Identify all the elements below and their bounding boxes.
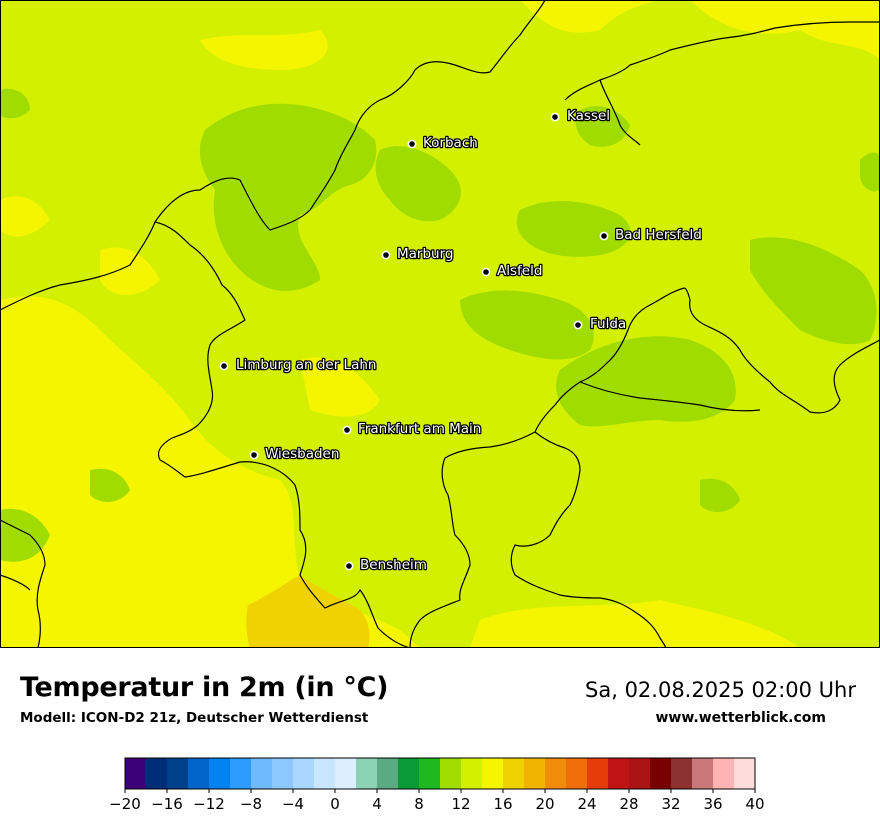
colorbar-tick-label: 32 bbox=[661, 795, 680, 813]
colorbar-swatch bbox=[335, 758, 357, 789]
city-marker-bensheim[interactable]: Bensheim bbox=[344, 556, 428, 574]
colorbar-swatch bbox=[671, 758, 693, 789]
temperature-colorbar: −20 −16 −12 −8 −4 0 4 8 12 16 20 24 28 32 36 40 bbox=[109, 757, 765, 813]
colorbar-swatch bbox=[419, 758, 441, 789]
temp-field-18-20 bbox=[246, 575, 370, 648]
colorbar-swatch bbox=[629, 758, 651, 789]
colorbar-swatch bbox=[230, 758, 252, 789]
city-label: Kassel bbox=[567, 108, 610, 124]
colorbar-tick-label: 24 bbox=[577, 795, 596, 813]
colorbar-swatch bbox=[209, 758, 231, 789]
colorbar-tick-label: 28 bbox=[619, 795, 638, 813]
city-label: Wiesbaden bbox=[265, 446, 339, 462]
temp-field-16-18 bbox=[0, 0, 880, 648]
valid-datetime: Sa, 02.08.2025 02:00 Uhr bbox=[585, 678, 856, 702]
colorbar-swatch bbox=[293, 758, 315, 789]
colorbar-swatch bbox=[692, 758, 714, 789]
colorbar-tick-label: −4 bbox=[282, 795, 304, 813]
colorbar-frame bbox=[124, 757, 756, 790]
colorbar-swatch bbox=[608, 758, 630, 789]
colorbar-swatch bbox=[125, 758, 147, 789]
colorbar-swatch bbox=[272, 758, 294, 789]
city-label: Fulda bbox=[590, 316, 626, 332]
colorbar-swatch bbox=[503, 758, 525, 789]
colorbar-tick-label: 4 bbox=[372, 795, 382, 813]
colorbar-swatch bbox=[377, 758, 399, 789]
colorbar-swatch bbox=[440, 758, 462, 789]
colorbar-swatch bbox=[545, 758, 567, 789]
city-label: Marburg bbox=[397, 246, 453, 262]
city-label: Bad Hersfeld bbox=[615, 227, 702, 243]
city-marker-frankfurt[interactable]: Frankfurt am Main bbox=[342, 420, 483, 438]
temperature-map[interactable]: Kassel Korbach Bad Hersfeld Marburg Alsf… bbox=[0, 0, 880, 648]
colorbar-tick-label: 0 bbox=[330, 795, 340, 813]
colorbar-swatch bbox=[650, 758, 672, 789]
city-marker-fulda[interactable]: Fulda bbox=[573, 315, 627, 333]
website-link[interactable]: www.wetterblick.com bbox=[655, 710, 827, 726]
colorbar-tick-label: −12 bbox=[193, 795, 225, 813]
map-title: Temperatur in 2m (in °C) bbox=[20, 672, 389, 703]
colorbar-swatch bbox=[524, 758, 546, 789]
colorbar-swatch bbox=[188, 758, 210, 789]
colorbar-tick-label: 20 bbox=[535, 795, 554, 813]
colorbar-tick-label: −8 bbox=[240, 795, 262, 813]
city-label: Bensheim bbox=[360, 557, 427, 573]
city-markers: Kassel Korbach Bad Hersfeld Marburg Alsf… bbox=[219, 107, 703, 574]
city-marker-alsfeld[interactable]: Alsfeld bbox=[481, 262, 544, 280]
city-marker-kassel[interactable]: Kassel bbox=[550, 107, 611, 125]
colorbar-swatch bbox=[734, 758, 756, 789]
colorbar-swatch bbox=[398, 758, 420, 789]
colorbar-swatch bbox=[482, 758, 504, 789]
city-marker-limburg[interactable]: Limburg an der Lahn bbox=[219, 356, 378, 374]
map-canvas: Kassel Korbach Bad Hersfeld Marburg Alsf… bbox=[0, 0, 880, 648]
colorbar-tick-label: 12 bbox=[451, 795, 470, 813]
colorbar-tick-label: 36 bbox=[703, 795, 722, 813]
colorbar-swatch bbox=[314, 758, 336, 789]
colorbar-tick-label: 8 bbox=[414, 795, 424, 813]
city-label: Frankfurt am Main bbox=[358, 421, 481, 437]
colorbar-tick-label: 40 bbox=[745, 795, 764, 813]
colorbar-swatch bbox=[251, 758, 273, 789]
border-lines bbox=[0, 0, 880, 648]
colorbar-swatch bbox=[587, 758, 609, 789]
city-marker-wiesbaden[interactable]: Wiesbaden bbox=[249, 445, 341, 463]
colorbar-tick-label: −20 bbox=[109, 795, 141, 813]
colorbar-tick-label: −16 bbox=[151, 795, 183, 813]
colorbar-swatch bbox=[713, 758, 735, 789]
colorbar-tick-label: 16 bbox=[493, 795, 512, 813]
model-info: Modell: ICON-D2 21z, Deutscher Wetterdie… bbox=[20, 710, 369, 726]
city-label: Korbach bbox=[423, 135, 478, 151]
legend-footer: Temperatur in 2m (in °C) Modell: ICON-D2… bbox=[0, 648, 880, 830]
colorbar-swatch bbox=[356, 758, 378, 789]
colorbar-swatch bbox=[167, 758, 189, 789]
colorbar-swatch bbox=[566, 758, 588, 789]
city-label: Limburg an der Lahn bbox=[236, 357, 376, 373]
city-label: Alsfeld bbox=[497, 263, 542, 279]
city-marker-korbach[interactable]: Korbach bbox=[407, 134, 479, 152]
colorbar-swatch bbox=[461, 758, 483, 789]
colorbar-swatch bbox=[146, 758, 168, 789]
city-marker-marburg[interactable]: Marburg bbox=[381, 245, 455, 263]
city-marker-bad-hersfeld[interactable]: Bad Hersfeld bbox=[599, 226, 703, 244]
